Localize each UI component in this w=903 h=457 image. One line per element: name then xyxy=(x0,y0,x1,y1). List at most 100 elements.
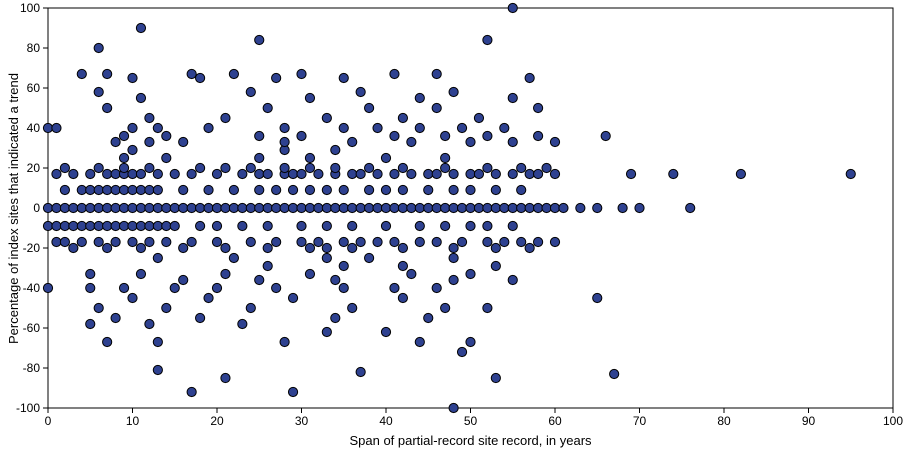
data-point xyxy=(287,184,299,196)
data-point xyxy=(254,168,265,180)
y-tick-label: -80 xyxy=(23,361,41,375)
data-point xyxy=(262,242,273,254)
data-point xyxy=(144,184,155,196)
data-point xyxy=(254,184,265,196)
data-point xyxy=(380,184,392,196)
data-point xyxy=(262,220,273,232)
data-point xyxy=(296,68,307,80)
data-point xyxy=(321,252,332,264)
data-point xyxy=(85,282,96,294)
data-point xyxy=(592,292,603,304)
data-point xyxy=(220,162,231,174)
data-point xyxy=(845,168,856,180)
data-point xyxy=(414,92,425,104)
data-point xyxy=(135,22,147,34)
data-point xyxy=(347,220,358,232)
data-point xyxy=(304,184,316,196)
data-point xyxy=(76,236,87,248)
data-point xyxy=(364,252,375,264)
data-point xyxy=(178,136,189,148)
data-point xyxy=(549,136,561,148)
data-point xyxy=(220,112,231,124)
data-point xyxy=(296,168,307,180)
data-point xyxy=(304,92,316,104)
data-point xyxy=(507,274,518,286)
data-point xyxy=(279,136,290,148)
data-point xyxy=(482,202,493,214)
data-point xyxy=(102,102,113,114)
data-point xyxy=(406,168,417,180)
data-point xyxy=(228,252,239,264)
data-point xyxy=(169,202,180,214)
data-point xyxy=(490,260,501,272)
data-point xyxy=(287,168,299,180)
data-point xyxy=(456,236,468,248)
data-point xyxy=(440,302,451,314)
y-tick-label: 20 xyxy=(27,161,41,175)
data-point xyxy=(448,252,459,264)
data-point xyxy=(516,202,527,214)
data-point xyxy=(186,168,197,180)
data-point xyxy=(313,236,324,248)
data-point xyxy=(490,372,501,384)
data-point xyxy=(338,236,349,248)
data-point xyxy=(549,168,561,180)
data-point xyxy=(482,236,493,248)
data-point xyxy=(304,268,316,280)
data-point xyxy=(364,202,375,214)
data-point xyxy=(152,364,163,376)
data-point xyxy=(178,184,189,196)
data-point xyxy=(110,184,121,196)
data-point xyxy=(118,152,130,164)
data-point xyxy=(203,202,214,214)
y-tick-label: 60 xyxy=(27,81,41,95)
data-point xyxy=(161,302,172,314)
data-point xyxy=(380,220,392,232)
data-point xyxy=(118,220,130,232)
y-axis-title: Percentage of index sites that indicated… xyxy=(5,72,21,344)
data-point xyxy=(549,236,561,248)
data-point xyxy=(431,236,442,248)
data-point xyxy=(195,220,206,232)
data-point xyxy=(110,136,121,148)
data-point xyxy=(76,202,87,214)
data-point xyxy=(380,202,392,214)
data-point xyxy=(186,236,197,248)
data-point xyxy=(490,202,501,214)
data-point xyxy=(456,346,468,358)
data-point xyxy=(195,312,206,324)
data-point xyxy=(347,136,358,148)
data-point xyxy=(102,202,113,214)
data-point xyxy=(431,282,442,294)
data-point xyxy=(76,68,87,80)
data-point xyxy=(127,72,138,84)
data-point xyxy=(490,184,501,196)
data-point xyxy=(533,168,544,180)
data-point xyxy=(178,202,189,214)
data-point xyxy=(152,122,163,134)
data-point xyxy=(355,168,366,180)
data-point xyxy=(203,122,214,134)
data-point xyxy=(448,202,459,214)
x-tick-label: 10 xyxy=(126,414,140,428)
data-point xyxy=(499,122,510,134)
data-point xyxy=(296,202,307,214)
data-point xyxy=(237,220,248,232)
data-point xyxy=(321,220,332,232)
data-point xyxy=(254,274,265,286)
data-point xyxy=(423,168,434,180)
data-point xyxy=(355,86,366,98)
x-tick-label: 90 xyxy=(802,414,816,428)
data-point xyxy=(135,268,147,280)
data-point xyxy=(380,326,392,338)
data-point xyxy=(144,220,155,232)
data-point xyxy=(321,184,332,196)
data-point xyxy=(118,184,130,196)
data-point xyxy=(406,268,417,280)
data-point xyxy=(51,236,62,248)
data-point xyxy=(473,202,485,214)
data-point xyxy=(161,220,172,232)
data-point xyxy=(423,184,434,196)
data-point xyxy=(634,202,645,214)
